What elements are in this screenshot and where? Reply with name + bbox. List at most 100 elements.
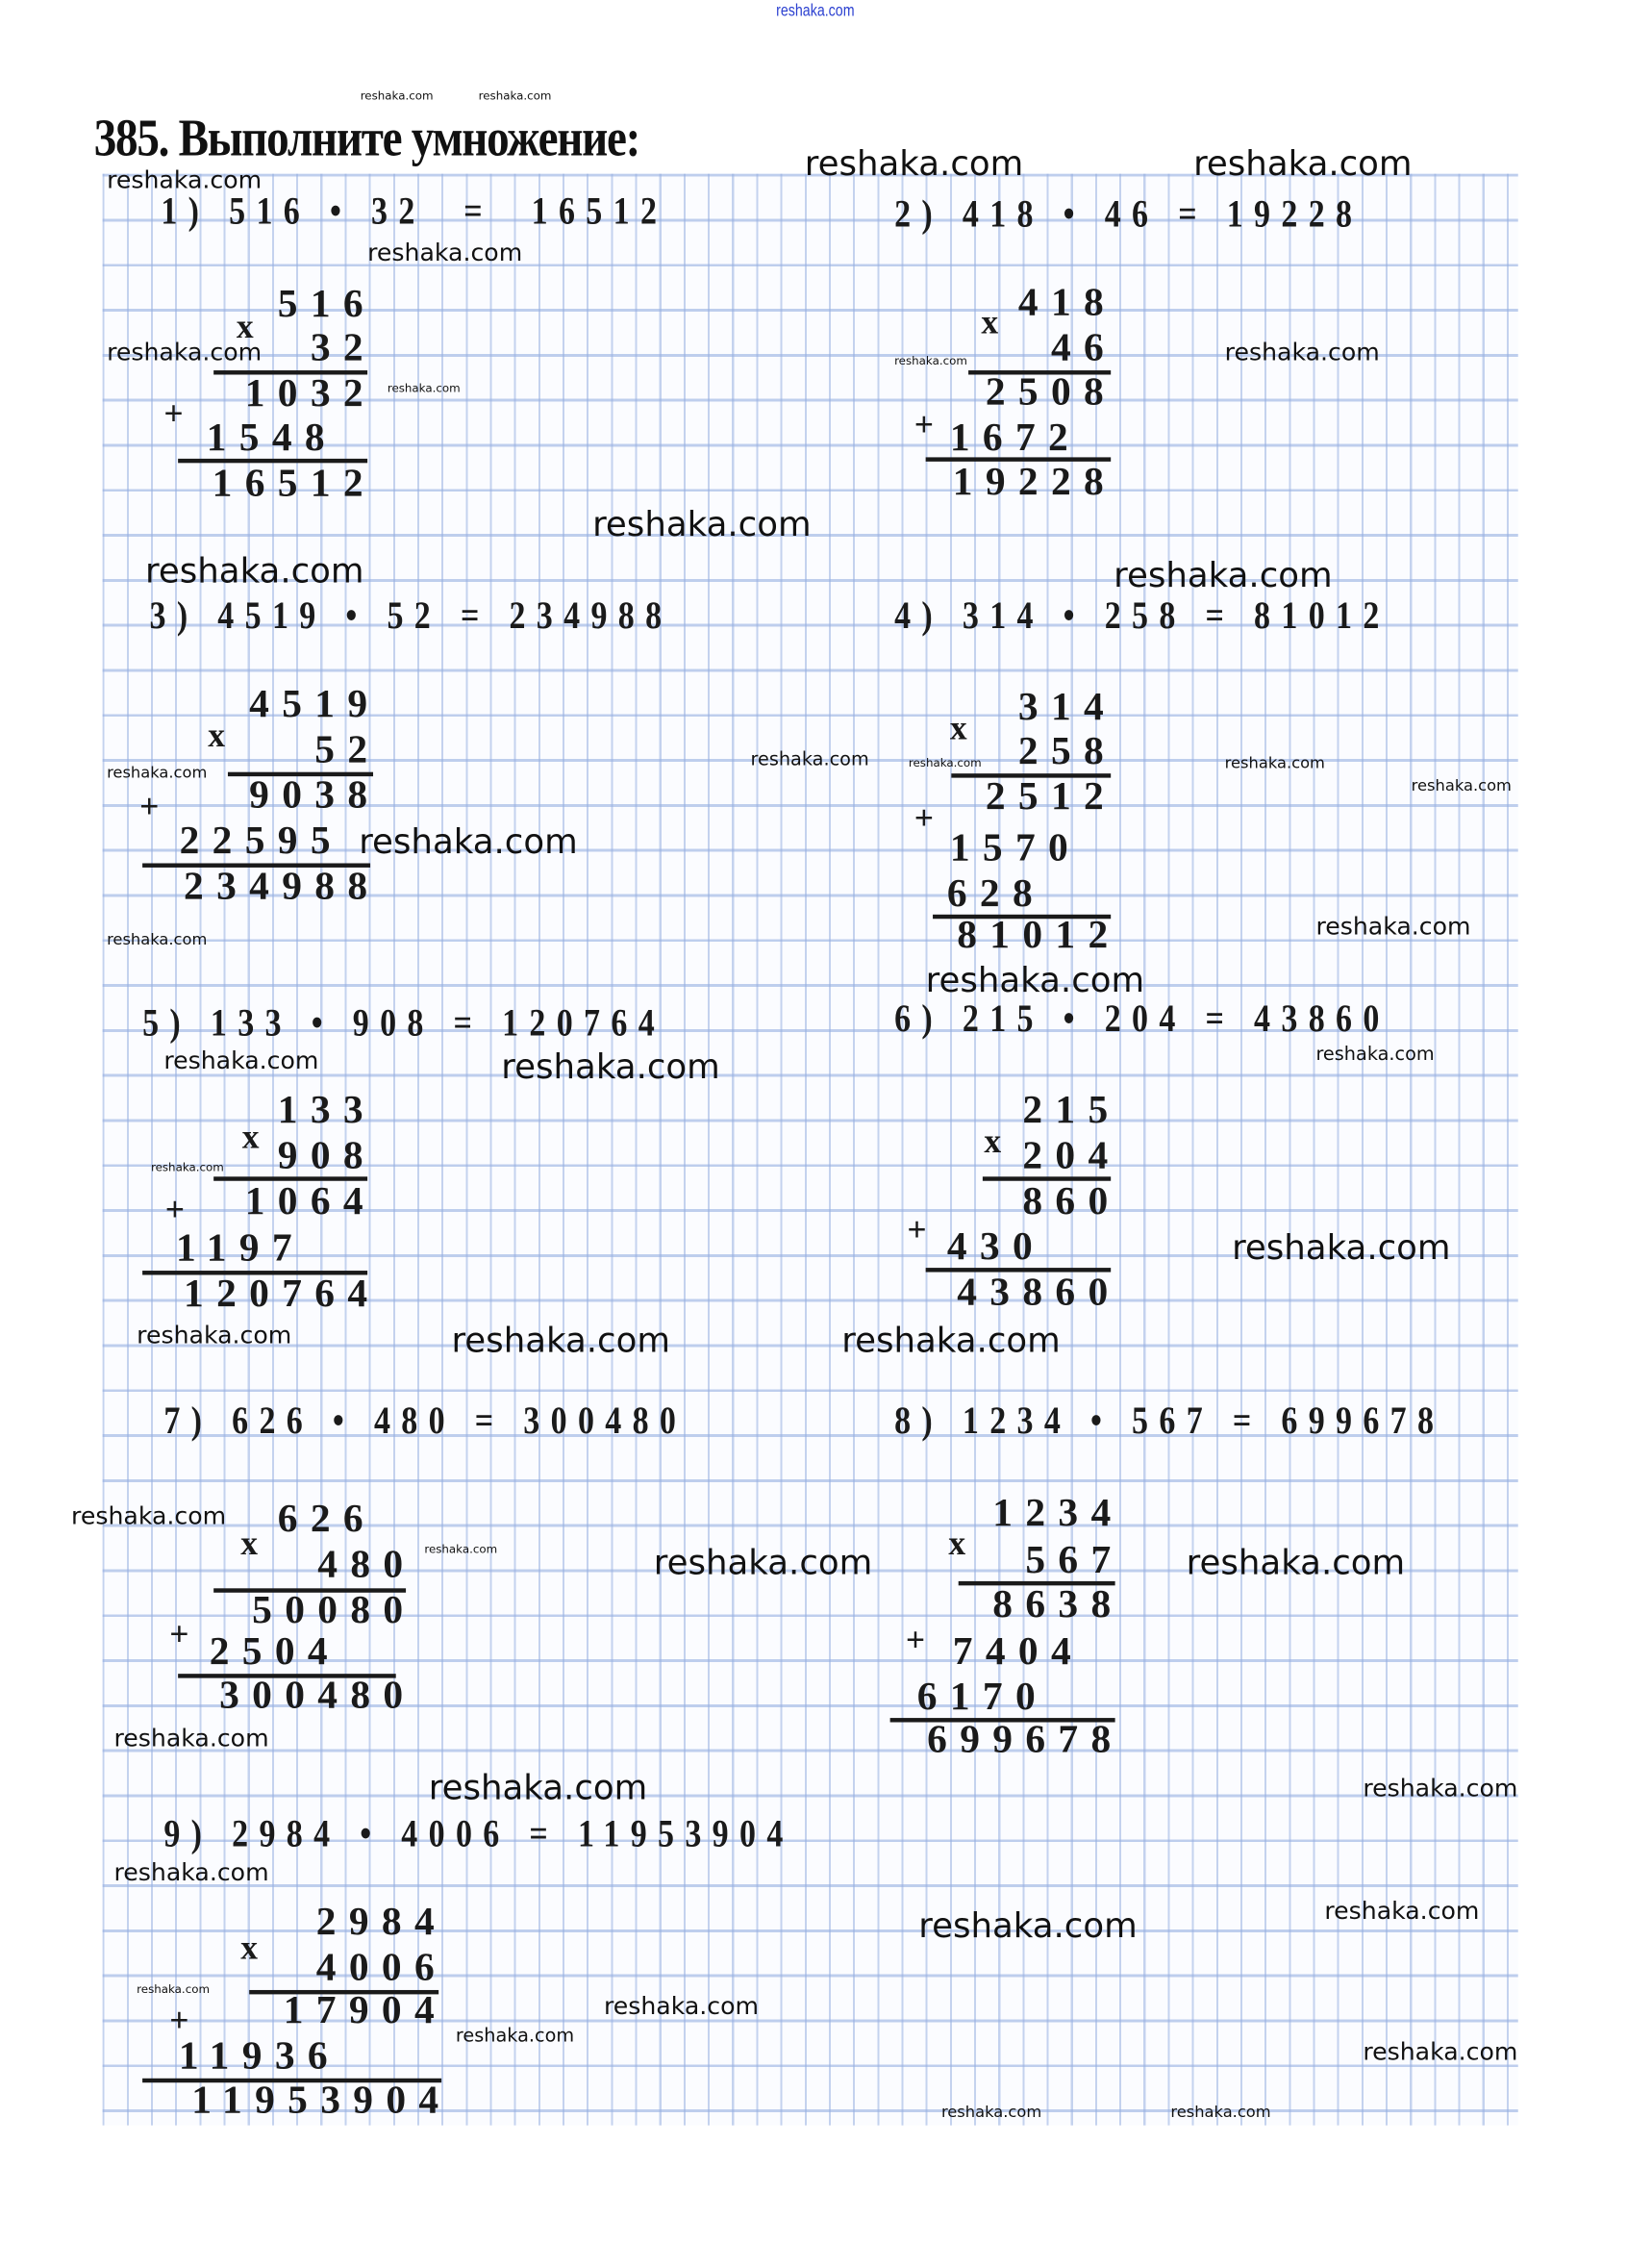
watermark-text: reshaka.com bbox=[387, 381, 461, 395]
sum-line bbox=[982, 1176, 1112, 1181]
watermark-text: reshaka.com bbox=[1324, 1897, 1480, 1927]
column-row: 133 bbox=[277, 1088, 376, 1133]
column-row: 1570 bbox=[949, 825, 1082, 870]
watermark-text: reshaka.com bbox=[841, 1320, 1061, 1361]
column-row: 2504 bbox=[209, 1629, 340, 1675]
column-row: 1234 bbox=[992, 1491, 1124, 1536]
column-row: 22595 bbox=[179, 819, 343, 864]
sum-line bbox=[142, 1271, 368, 1274]
column-row: 120764 bbox=[184, 1272, 381, 1317]
watermark-text: reshaka.com bbox=[163, 1046, 319, 1076]
column-row: 1197 bbox=[175, 1226, 305, 1272]
exercise-title: 385. Выполните умножение: bbox=[93, 110, 641, 168]
column-row: 1548 bbox=[206, 416, 338, 461]
sum-line bbox=[958, 1580, 1115, 1585]
column-row: 9038 bbox=[249, 773, 381, 819]
column-row: 1032 bbox=[244, 371, 376, 416]
multiply-sign: x bbox=[208, 718, 225, 755]
problem-equation: 9) 2984 • 4006 = 11953904 bbox=[163, 1811, 794, 1855]
sum-line bbox=[249, 1989, 439, 1994]
plus-sign: + bbox=[914, 800, 935, 838]
column-row: 4519 bbox=[249, 682, 381, 727]
column-row: 567 bbox=[1025, 1538, 1124, 1583]
problem-equation: 4) 314 • 258 = 81012 bbox=[894, 593, 1390, 638]
column-row: 43860 bbox=[957, 1271, 1121, 1315]
watermark-text: reshaka.com bbox=[478, 89, 552, 103]
column-row: 17904 bbox=[283, 1988, 448, 2033]
watermark-text: reshaka.com bbox=[1411, 776, 1512, 795]
column-row: 1672 bbox=[949, 416, 1082, 461]
plus-sign: + bbox=[907, 1212, 927, 1249]
watermark-text: reshaka.com bbox=[592, 504, 812, 544]
watermark-text: reshaka.com bbox=[653, 1542, 873, 1583]
column-row: 50080 bbox=[252, 1588, 416, 1633]
column-row: 628 bbox=[946, 871, 1046, 917]
multiply-sign: x bbox=[981, 304, 999, 342]
problem-equation: 3) 4519 • 52 = 234988 bbox=[149, 593, 673, 638]
watermark-text: reshaka.com bbox=[501, 1046, 720, 1088]
column-row: 908 bbox=[277, 1133, 376, 1178]
sum-line bbox=[889, 1718, 1115, 1722]
column-row: 314 bbox=[1017, 685, 1117, 730]
watermark-text: reshaka.com bbox=[908, 756, 982, 769]
watermark-text: reshaka.com bbox=[750, 749, 869, 771]
column-row: 8638 bbox=[992, 1582, 1124, 1627]
column-row: 11953904 bbox=[191, 2078, 452, 2123]
watermark-text: reshaka.com bbox=[1224, 753, 1325, 772]
watermark-text: reshaka.com bbox=[1315, 1044, 1435, 1066]
column-row: 480 bbox=[317, 1542, 416, 1587]
column-row: 699678 bbox=[927, 1718, 1124, 1762]
sum-line bbox=[951, 773, 1112, 777]
watermark-text: reshaka.com bbox=[1193, 143, 1413, 185]
plus-sign: + bbox=[914, 407, 935, 445]
watermark-text: reshaka.com bbox=[455, 2025, 575, 2048]
watermark-text: reshaka.com bbox=[1114, 555, 1333, 596]
column-row: 626 bbox=[277, 1497, 376, 1542]
watermark-text: reshaka.com bbox=[1363, 2038, 1518, 2067]
watermark-text: reshaka.com bbox=[367, 239, 523, 268]
column-row: 234988 bbox=[184, 864, 381, 909]
plus-sign: + bbox=[139, 789, 160, 826]
column-row: 204 bbox=[1022, 1133, 1121, 1178]
multiply-sign: x bbox=[236, 309, 254, 346]
watermark-text: reshaka.com bbox=[1186, 1542, 1406, 1583]
problem-equation: 2) 418 • 46 = 19228 bbox=[894, 191, 1364, 236]
multiply-sign: x bbox=[240, 1929, 259, 1968]
watermark-text: reshaka.com bbox=[359, 821, 578, 863]
sum-line bbox=[968, 370, 1112, 374]
column-row: 4006 bbox=[315, 1946, 448, 1990]
column-row: 81012 bbox=[957, 913, 1121, 958]
watermark-text: reshaka.com bbox=[424, 1542, 498, 1556]
multiply-sign: x bbox=[949, 711, 967, 748]
watermark-text: reshaka.com bbox=[137, 1982, 211, 1996]
sum-line bbox=[213, 1176, 368, 1181]
column-row: 516 bbox=[277, 282, 376, 327]
column-row: 52 bbox=[314, 727, 381, 772]
watermark-text: reshaka.com bbox=[1363, 1775, 1518, 1803]
column-row: 16512 bbox=[212, 461, 376, 506]
watermark-text: reshaka.com bbox=[360, 89, 434, 103]
multiply-sign: x bbox=[948, 1525, 966, 1563]
sum-line bbox=[142, 2078, 442, 2082]
column-row: 2984 bbox=[315, 1900, 448, 1945]
sum-line bbox=[925, 457, 1112, 462]
watermark-text: reshaka.com bbox=[428, 1767, 648, 1808]
plus-sign: + bbox=[163, 395, 184, 434]
plus-sign: + bbox=[905, 1622, 926, 1660]
sum-line bbox=[213, 370, 368, 374]
sum-line bbox=[213, 1588, 407, 1593]
watermark-text: reshaka.com bbox=[451, 1320, 670, 1361]
column-row: 2508 bbox=[985, 370, 1117, 415]
column-row: 300480 bbox=[219, 1674, 416, 1719]
column-row: 19228 bbox=[952, 460, 1117, 505]
watermark-text: reshaka.com bbox=[113, 1858, 269, 1888]
watermark-text: reshaka.com bbox=[1170, 2102, 1271, 2122]
watermark-text: reshaka.com bbox=[145, 551, 364, 592]
problem-equation: 6) 215 • 204 = 43860 bbox=[894, 996, 1390, 1041]
problem-equation: 8) 1234 • 567 = 699678 bbox=[894, 1399, 1445, 1442]
watermark-text: reshaka.com bbox=[150, 1161, 224, 1174]
watermark-text: reshaka.com bbox=[1232, 1227, 1451, 1269]
watermark-text: reshaka.com bbox=[940, 2102, 1042, 2122]
column-row: 32 bbox=[310, 326, 376, 371]
